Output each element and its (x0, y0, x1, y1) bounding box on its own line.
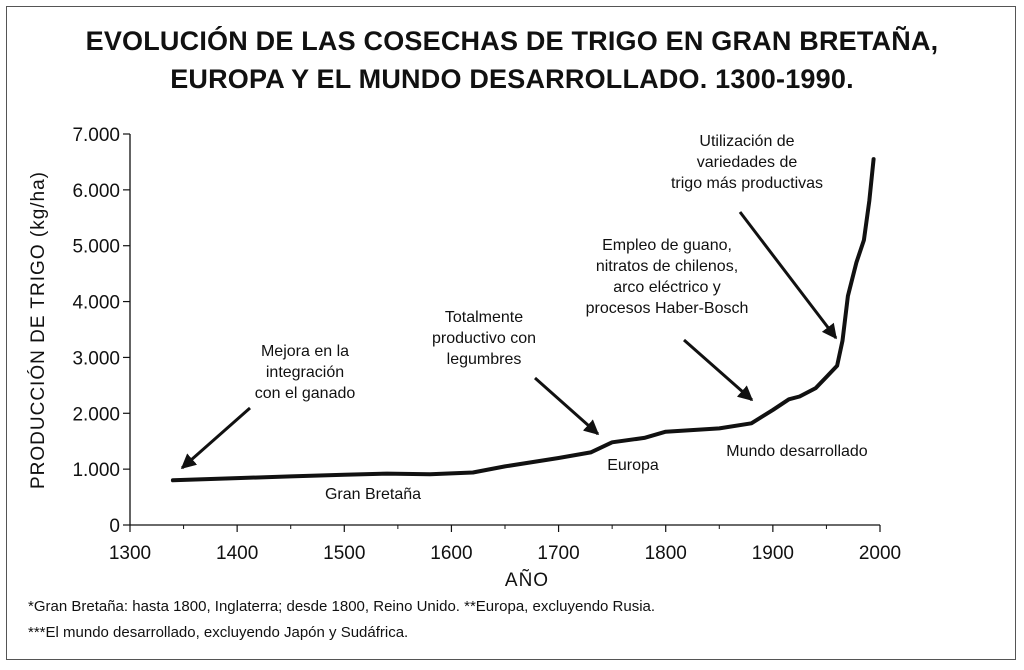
annotation-legumbres: Totalmente productivo con legumbres (432, 309, 536, 368)
y-tick-label: 7.000 (72, 125, 120, 146)
y-tick-label: 6.000 (72, 181, 120, 202)
annotation-ganado-line: con el ganado (255, 385, 356, 402)
y-axis-label: PRODUCCIÓN DE TRIGO (kg/ha) (27, 171, 49, 489)
chart-title: EVOLUCIÓN DE LAS COSECHAS DE TRIGO EN GR… (0, 22, 1024, 98)
annotation-legumbres-line: productivo con (432, 330, 536, 347)
chart-title-line-2: EUROPA Y EL MUNDO DESARROLLADO. 1300-199… (170, 64, 854, 94)
annotation-ganado-arrow (180, 406, 251, 470)
x-tick-label: 1800 (645, 543, 687, 564)
annotation-haber-bosch-line: procesos Haber-Bosch (586, 300, 749, 317)
segment-label-europa: Europa (607, 457, 659, 474)
x-tick-label: 1700 (537, 543, 579, 564)
annotation-variedades-line: trigo más productivas (671, 175, 823, 192)
annotation-legumbres-line: legumbres (447, 351, 522, 368)
x-tick-label: 1500 (323, 543, 365, 564)
annotation-legumbres-line: Totalmente (445, 309, 523, 326)
x-tick-label: 1900 (752, 543, 794, 564)
chart-title-line-1: EVOLUCIÓN DE LAS COSECHAS DE TRIGO EN GR… (85, 26, 939, 56)
annotation-ganado-line: Mejora en la (261, 343, 349, 360)
y-tick-label: 2.000 (72, 404, 120, 425)
annotation-variedades-line: Utilización de (699, 133, 794, 150)
y-tick-label: 3.000 (72, 348, 120, 369)
annotation-variedades: Utilización de variedades de trigo más pro… (671, 133, 823, 192)
x-tick-label: 1400 (216, 543, 258, 564)
segment-label-gran-bretana: Gran Bretaña (325, 486, 421, 503)
annotation-legumbres-arrow (534, 376, 600, 436)
segment-label-mundo-desarrollado: Mundo desarrollado (726, 443, 868, 460)
annotation-haber-bosch-line: Empleo de guano, (602, 237, 732, 254)
y-tick-label: 5.000 (72, 237, 120, 258)
y-tick-label: 1.000 (72, 460, 120, 481)
footnote-2: ***El mundo desarrollado, excluyendo Jap… (28, 624, 409, 641)
x-tick-label: 1600 (430, 543, 472, 564)
annotation-ganado-line: integración (266, 364, 344, 381)
x-tick-label: 1300 (109, 543, 151, 564)
y-tick-label: 0 (109, 516, 120, 537)
footnote-1: *Gran Bretaña: hasta 1800, Inglaterra; d… (28, 598, 656, 615)
y-tick-label: 4.000 (72, 293, 120, 314)
chart-frame (6, 6, 1016, 660)
x-axis-label: AÑO (505, 569, 549, 591)
yield-series-line (170, 157, 876, 483)
annotation-haber-bosch-line: arco eléctrico y (613, 279, 721, 296)
x-tick-label: 2000 (859, 543, 901, 564)
annotation-ganado: Mejora en la integración con el ganado (255, 343, 356, 402)
annotation-haber-bosch: Empleo de guano, nitratos de chilenos, arc… (586, 237, 749, 317)
annotation-variedades-line: variedades de (697, 154, 798, 171)
annotation-variedades-arrow (738, 211, 838, 340)
annotation-haber-bosch-line: nitratos de chilenos, (596, 258, 738, 275)
annotation-haber-bosch-arrow (683, 338, 754, 402)
